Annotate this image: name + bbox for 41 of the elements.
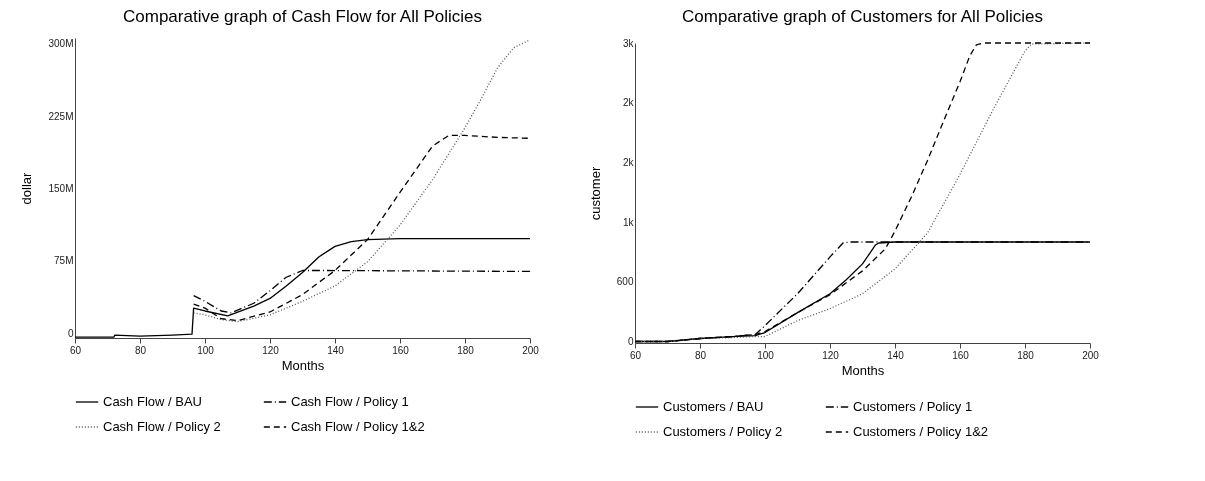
x-tick-label: 180 [457, 344, 475, 356]
y-tick-label: 0 [627, 336, 634, 348]
y-tick-label: 150M [48, 182, 74, 194]
legend-label: Cash Flow / Policy 1 [291, 394, 409, 409]
legend-label: Customers / Policy 1 [853, 399, 973, 414]
legend-label: Cash Flow / Policy 2 [103, 419, 221, 434]
x-tick-label: 120 [262, 344, 280, 356]
y-tick-label: 3k [622, 37, 635, 49]
x-tick-label: 100 [757, 349, 775, 361]
legend-label: Customers / Policy 2 [663, 424, 783, 439]
x-tick-label: 200 [522, 344, 540, 356]
x-axis-title: Months [281, 357, 325, 373]
y-tick-label: 1k [622, 216, 635, 228]
y-axis-title: dollar [19, 171, 35, 205]
y-tick-label: 2k [622, 156, 635, 168]
y-tick-label: 225M [48, 110, 74, 122]
legend-label: Customers / BAU [663, 399, 764, 414]
x-tick-label: 100 [197, 344, 215, 356]
legend-label: Cash Flow / BAU [103, 394, 202, 409]
y-tick-label: 0 [67, 327, 74, 339]
x-axis-title: Months [841, 362, 885, 378]
x-tick-label: 80 [134, 344, 147, 356]
legend-label: Cash Flow / Policy 1&2 [291, 419, 425, 434]
chart-title: Comparative graph of Customers for All Policies [682, 7, 1043, 26]
y-axis-title: customer [587, 166, 603, 221]
x-tick-label: 160 [952, 349, 970, 361]
x-tick-label: 80 [694, 349, 707, 361]
y-tick-label: 2k [622, 97, 635, 109]
y-tick-label: 75M [54, 255, 74, 267]
x-tick-label: 180 [1017, 349, 1035, 361]
y-tick-label: 300M [48, 38, 74, 50]
chart-title: Comparative graph of Cash Flow for All Policies [122, 7, 483, 26]
x-tick-label: 140 [327, 344, 345, 356]
x-tick-label: 120 [822, 349, 840, 361]
y-tick-label: 600 [616, 276, 634, 288]
x-tick-label: 200 [1082, 349, 1100, 361]
legend-label: Customers / Policy 1&2 [853, 424, 989, 439]
x-tick-label: 60 [629, 349, 642, 361]
x-tick-label: 140 [887, 349, 905, 361]
x-tick-label: 60 [69, 344, 82, 356]
x-tick-label: 160 [392, 344, 410, 356]
